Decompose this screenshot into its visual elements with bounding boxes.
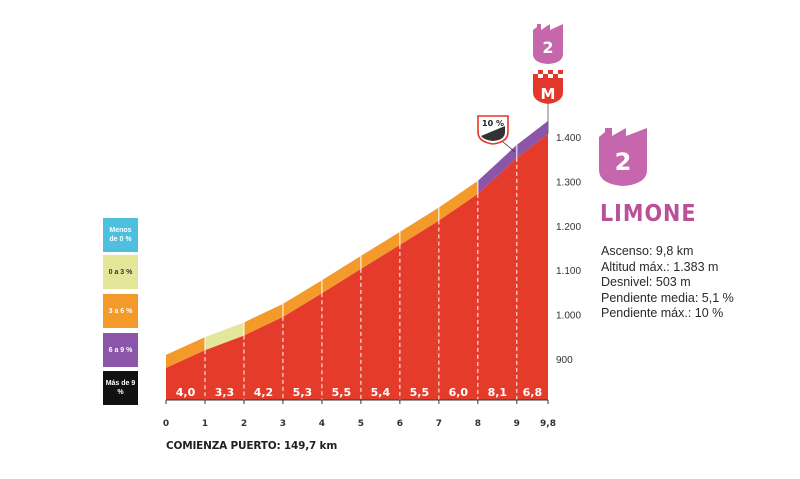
y-tick-label: 1.000	[556, 311, 581, 322]
climb-name: LIMONE	[600, 201, 697, 227]
legend-item: 0 a 3 %	[103, 255, 138, 289]
y-tick-label: 1.100	[556, 266, 581, 277]
gradient-band	[321, 255, 361, 294]
legend-item: 3 a 6 %	[103, 294, 138, 328]
gradient-value-label: 3,3	[215, 386, 235, 399]
gradient-value-label: 6,8	[523, 386, 543, 399]
legend-label: Menos de 0 %	[109, 227, 132, 243]
y-axis: 900 1.000 1.100 1.200 1.300 1.400	[556, 133, 581, 366]
gradient-value-label: 5,5	[332, 386, 352, 399]
y-tick-label: 1.300	[556, 177, 581, 188]
x-tick-label: 0	[163, 419, 169, 429]
x-tick-label: 2	[241, 419, 247, 429]
x-tick-label: 9	[514, 419, 520, 429]
checker-square	[538, 74, 543, 78]
gradient-value-label: 5,3	[293, 386, 313, 399]
legend-label: 0 a 3 %	[108, 268, 133, 276]
legend-label: 3 a 6 %	[108, 307, 133, 315]
gradient-band	[243, 303, 283, 336]
x-tick-label: 8	[475, 419, 481, 429]
x-tick-label: 6	[397, 419, 403, 429]
gradient-band	[516, 120, 548, 158]
gradient-value-label: 4,0	[176, 386, 196, 399]
top-markers: 2M	[533, 24, 563, 134]
gradient-band	[282, 280, 322, 317]
stat-max-gradient: Pendiente máx.: 10 %	[601, 306, 724, 320]
stat-ascent: Ascenso: 9,8 km	[601, 244, 694, 258]
start-label: COMIENZA PUERTO: 149,7 km	[166, 440, 338, 452]
category-badge-shape	[533, 24, 563, 64]
checker-square	[543, 70, 548, 74]
x-axis: 0 1 2 3 4 5 6 7 8 9 9,8	[163, 399, 556, 429]
max-gradient-slope-icon	[481, 126, 505, 141]
category-badge-large-number: 2	[615, 148, 632, 176]
gradient-band	[477, 144, 517, 194]
legend-item: Menos de 0 %	[103, 218, 138, 252]
profile-area	[166, 133, 548, 400]
category-badge-large-shape	[599, 128, 647, 186]
profile-fill	[166, 133, 548, 400]
x-tick-label: 5	[358, 419, 364, 429]
stat-avg-gradient: Pendiente media: 5,1 %	[601, 290, 734, 305]
finish-badge-letter: M	[541, 85, 556, 103]
max-gradient-label: 10 %	[482, 119, 504, 128]
legend-item: Más de 9 %	[103, 371, 138, 405]
gradient-band	[360, 231, 400, 269]
y-tick-label: 1.400	[556, 133, 581, 144]
category-badge: 2	[533, 24, 563, 64]
legend-label: 6 a 9 %	[108, 346, 133, 354]
checker-square	[558, 74, 563, 78]
x-tick-label: 1	[202, 419, 208, 429]
legend-item: 6 a 9 %	[103, 333, 138, 367]
y-tick-label: 900	[556, 355, 573, 366]
x-tick-label: 3	[280, 419, 286, 429]
finish-badge: M	[533, 70, 563, 104]
max-gradient-marker: 10 %	[477, 115, 516, 152]
checker-square	[548, 74, 553, 78]
checker-square	[533, 70, 538, 74]
km-dividers	[204, 157, 518, 400]
gradient-value-label: 5,5	[410, 386, 430, 399]
gradient-value-label: 6,0	[449, 386, 469, 399]
gradient-bands	[166, 120, 548, 368]
climb-stats: Ascenso: 9,8 km Altitud máx.: 1.383 m De…	[601, 244, 734, 322]
gradient-band	[166, 337, 205, 368]
gradient-value-label: 4,2	[254, 386, 274, 399]
stat-elevation-gain: Desnivel: 503 m	[601, 275, 691, 289]
finish-badge-shape	[533, 70, 563, 104]
x-tick-label: 4	[319, 419, 325, 429]
stat-max-altitude: Altitud máx.: 1.383 m	[601, 259, 719, 274]
gradient-band	[438, 180, 478, 221]
x-tick-label: 9,8	[540, 419, 556, 429]
gradient-band	[399, 207, 439, 245]
gradient-value-label: 8,1	[488, 386, 508, 399]
checker-square	[553, 70, 558, 74]
y-tick-label: 1.200	[556, 222, 581, 233]
gradient-band	[204, 322, 244, 351]
gradient-value-label: 5,4	[371, 386, 391, 399]
category-badge-large: 2	[599, 128, 647, 186]
gradient-labels: 4,0 3,3 4,2 5,3 5,5 5,4 5,5 6,0 8,1 6,8	[176, 386, 542, 399]
legend-label: Más de 9 %	[105, 380, 136, 396]
category-badge-number: 2	[542, 38, 553, 57]
x-tick-label: 7	[436, 419, 442, 429]
